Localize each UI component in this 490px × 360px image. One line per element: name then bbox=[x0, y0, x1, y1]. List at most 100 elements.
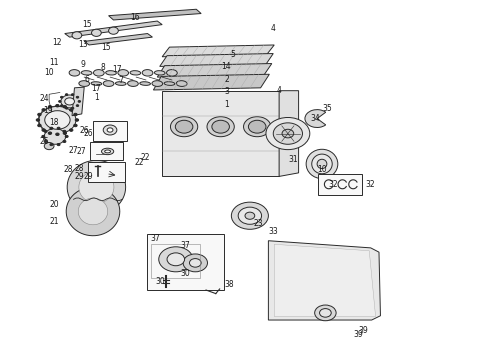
Circle shape bbox=[57, 144, 60, 146]
Text: 1: 1 bbox=[94, 93, 99, 102]
Text: 32: 32 bbox=[329, 180, 339, 189]
Text: 30: 30 bbox=[155, 276, 165, 285]
Circle shape bbox=[60, 105, 63, 107]
Circle shape bbox=[61, 95, 78, 108]
Polygon shape bbox=[109, 9, 201, 20]
Circle shape bbox=[65, 94, 68, 95]
Circle shape bbox=[42, 129, 46, 131]
Text: 37: 37 bbox=[181, 240, 191, 249]
Circle shape bbox=[45, 111, 70, 129]
Polygon shape bbox=[66, 187, 120, 236]
Ellipse shape bbox=[167, 69, 177, 76]
Text: 19: 19 bbox=[43, 106, 52, 115]
Ellipse shape bbox=[127, 81, 138, 86]
Text: 2: 2 bbox=[224, 75, 229, 84]
Circle shape bbox=[63, 130, 66, 132]
Bar bbox=[90, 143, 123, 160]
Text: 7: 7 bbox=[118, 76, 123, 85]
Polygon shape bbox=[79, 171, 114, 203]
Text: 16: 16 bbox=[130, 13, 140, 22]
Text: 9: 9 bbox=[81, 60, 86, 69]
Ellipse shape bbox=[116, 82, 126, 85]
Circle shape bbox=[60, 96, 63, 98]
Text: 25: 25 bbox=[40, 137, 49, 146]
Text: 28: 28 bbox=[74, 163, 84, 172]
Circle shape bbox=[238, 207, 262, 224]
Ellipse shape bbox=[81, 71, 92, 75]
Circle shape bbox=[244, 117, 271, 137]
Circle shape bbox=[63, 140, 66, 143]
Ellipse shape bbox=[312, 154, 332, 174]
Circle shape bbox=[315, 305, 336, 321]
Circle shape bbox=[76, 105, 79, 107]
Circle shape bbox=[57, 127, 60, 129]
Polygon shape bbox=[65, 21, 162, 37]
Circle shape bbox=[70, 109, 73, 111]
Ellipse shape bbox=[91, 82, 102, 85]
Ellipse shape bbox=[118, 69, 128, 76]
Circle shape bbox=[190, 258, 201, 267]
Circle shape bbox=[65, 135, 68, 138]
Circle shape bbox=[103, 125, 117, 135]
Ellipse shape bbox=[130, 71, 141, 75]
Circle shape bbox=[231, 202, 269, 229]
Text: 10: 10 bbox=[317, 165, 327, 174]
Circle shape bbox=[245, 212, 255, 219]
Text: 15: 15 bbox=[101, 42, 111, 51]
Polygon shape bbox=[67, 160, 125, 214]
Circle shape bbox=[42, 109, 46, 111]
Circle shape bbox=[44, 129, 66, 144]
Ellipse shape bbox=[101, 148, 114, 155]
Circle shape bbox=[74, 113, 77, 116]
Ellipse shape bbox=[152, 81, 163, 86]
Circle shape bbox=[38, 124, 41, 127]
Circle shape bbox=[167, 253, 185, 266]
Circle shape bbox=[107, 128, 113, 132]
Ellipse shape bbox=[69, 69, 80, 76]
Bar bbox=[162, 91, 279, 176]
Circle shape bbox=[36, 119, 40, 121]
Ellipse shape bbox=[79, 81, 90, 86]
Circle shape bbox=[44, 130, 47, 132]
Text: 39: 39 bbox=[358, 325, 368, 334]
Circle shape bbox=[175, 120, 193, 133]
Text: 17: 17 bbox=[92, 84, 101, 93]
Text: 3: 3 bbox=[224, 87, 229, 96]
Bar bbox=[93, 121, 127, 141]
Text: 20: 20 bbox=[49, 200, 59, 209]
Circle shape bbox=[183, 254, 207, 272]
Polygon shape bbox=[160, 54, 273, 66]
Polygon shape bbox=[162, 45, 274, 57]
Bar bbox=[88, 162, 124, 182]
Ellipse shape bbox=[164, 82, 175, 85]
Text: 18: 18 bbox=[49, 118, 59, 127]
Bar bbox=[318, 174, 362, 195]
Circle shape bbox=[42, 135, 45, 138]
Polygon shape bbox=[269, 241, 380, 320]
Circle shape bbox=[75, 119, 78, 121]
Polygon shape bbox=[78, 198, 108, 225]
Circle shape bbox=[44, 140, 47, 143]
Circle shape bbox=[48, 132, 51, 134]
Circle shape bbox=[207, 117, 234, 137]
Circle shape bbox=[76, 96, 79, 98]
Text: 29: 29 bbox=[74, 172, 84, 181]
Ellipse shape bbox=[140, 82, 150, 85]
Polygon shape bbox=[84, 33, 152, 45]
Text: 22: 22 bbox=[134, 158, 144, 167]
Polygon shape bbox=[153, 74, 270, 90]
Text: 13: 13 bbox=[78, 40, 88, 49]
Text: 4: 4 bbox=[271, 24, 276, 33]
Text: 8: 8 bbox=[100, 63, 105, 72]
Text: 6: 6 bbox=[84, 76, 89, 85]
Circle shape bbox=[59, 100, 61, 102]
Text: 30: 30 bbox=[181, 269, 191, 278]
Text: 21: 21 bbox=[49, 217, 59, 226]
Ellipse shape bbox=[154, 71, 165, 75]
Bar bbox=[147, 234, 223, 290]
Text: 17: 17 bbox=[113, 65, 122, 74]
Circle shape bbox=[212, 120, 229, 133]
Text: 15: 15 bbox=[82, 20, 92, 29]
Text: 29: 29 bbox=[83, 172, 93, 181]
Circle shape bbox=[63, 132, 67, 134]
